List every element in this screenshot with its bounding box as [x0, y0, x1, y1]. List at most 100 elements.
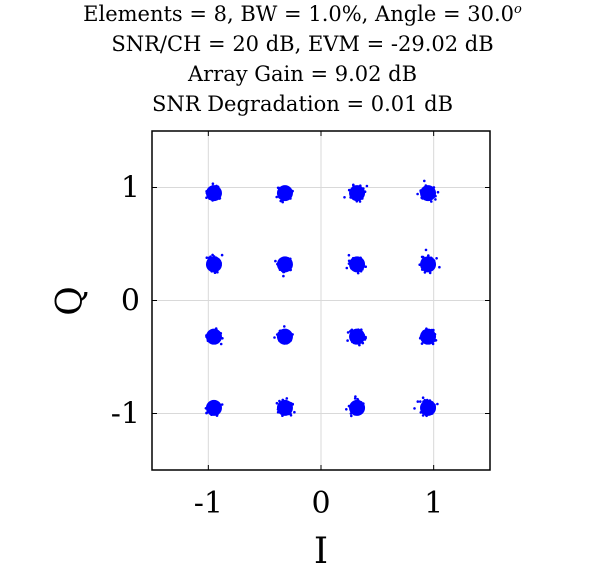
noise-sample-point — [427, 254, 430, 257]
noise-sample-point — [280, 257, 283, 261]
noise-sample-point — [209, 191, 213, 195]
noise-sample-point — [421, 414, 425, 417]
noise-sample-point — [216, 402, 220, 406]
noise-sample-point — [281, 405, 285, 409]
x-tick-label: -1 — [194, 486, 223, 521]
noise-sample-point — [427, 405, 431, 408]
noise-sample-point — [347, 253, 351, 257]
noise-sample-point — [352, 190, 356, 193]
noise-sample-point — [293, 410, 296, 414]
noise-sample-point — [287, 189, 291, 193]
noise-sample-point — [431, 264, 434, 268]
noise-sample-point — [352, 183, 355, 187]
chart-title-line-4: SNR Degradation = 0.01 dB — [151, 92, 454, 116]
noise-sample-point — [434, 198, 437, 201]
constellation-symbol — [346, 328, 367, 347]
noise-sample-point — [418, 336, 422, 340]
noise-sample-point — [285, 264, 288, 268]
noise-sample-point — [350, 264, 354, 267]
y-axis-label: Q — [50, 286, 91, 316]
noise-sample-point — [289, 331, 292, 335]
noise-sample-point — [207, 266, 211, 269]
degree-superscript: o — [514, 2, 522, 17]
noise-sample-point — [278, 268, 282, 272]
chart-title-line-2: SNR/CH = 20 dB, EVM = -29.02 dB — [111, 32, 494, 56]
noise-sample-point — [209, 335, 212, 339]
x-tick-label: 0 — [311, 486, 330, 521]
noise-sample-point — [361, 197, 364, 200]
noise-sample-point — [345, 266, 349, 270]
noise-sample-point — [433, 194, 436, 198]
noise-sample-point — [275, 333, 279, 336]
noise-sample-point — [360, 331, 364, 335]
noise-sample-point — [209, 412, 213, 415]
noise-sample-point — [349, 406, 353, 410]
noise-sample-point — [281, 331, 284, 334]
noise-sample-point — [347, 404, 351, 408]
noise-sample-point — [424, 262, 427, 265]
noise-sample-point — [213, 188, 216, 191]
noise-sample-point — [358, 200, 362, 203]
noise-sample-point — [359, 337, 363, 340]
noise-sample-point — [220, 253, 224, 257]
noise-sample-point — [347, 188, 351, 192]
noise-sample-point — [431, 342, 435, 346]
noise-sample-point — [423, 271, 427, 274]
constellation-symbol — [205, 327, 224, 346]
noise-sample-point — [212, 400, 216, 404]
noise-sample-point — [419, 400, 422, 403]
noise-sample-point — [425, 398, 429, 402]
noise-sample-point — [285, 397, 289, 400]
noise-sample-point — [425, 412, 429, 415]
noise-sample-point — [431, 191, 435, 194]
noise-sample-point — [214, 332, 218, 335]
noise-sample-point — [420, 196, 424, 199]
noise-sample-point — [423, 337, 427, 340]
noise-sample-point — [211, 405, 215, 409]
noise-sample-point — [290, 191, 294, 194]
noise-sample-point — [357, 399, 360, 402]
noise-sample-point — [278, 339, 281, 342]
noise-sample-point — [343, 196, 346, 199]
noise-sample-point — [430, 332, 434, 335]
noise-sample-point — [422, 330, 426, 333]
noise-sample-point — [430, 193, 433, 196]
noise-sample-point — [283, 260, 287, 263]
noise-sample-point — [424, 191, 427, 194]
noise-sample-point — [353, 397, 357, 400]
noise-sample-point — [426, 197, 429, 200]
noise-sample-point — [359, 259, 362, 262]
noise-sample-point — [282, 338, 285, 341]
noise-sample-point — [425, 327, 428, 331]
noise-sample-point — [213, 266, 216, 270]
noise-sample-point — [426, 410, 429, 413]
noise-sample-point — [286, 257, 290, 260]
noise-sample-point — [356, 340, 359, 343]
noise-sample-point — [347, 262, 351, 265]
noise-sample-point — [423, 259, 427, 262]
noise-sample-point — [219, 261, 222, 265]
noise-sample-point — [359, 265, 362, 269]
noise-sample-point — [424, 196, 427, 199]
noise-sample-point — [218, 197, 221, 200]
constellation-symbol — [418, 248, 441, 275]
noise-sample-point — [348, 330, 352, 333]
noise-sample-point — [284, 267, 288, 270]
noise-sample-point — [280, 269, 284, 273]
noise-sample-point — [352, 192, 356, 195]
noise-sample-point — [277, 403, 281, 407]
noise-sample-point — [282, 195, 286, 199]
noise-sample-point — [285, 341, 289, 345]
noise-sample-point — [206, 339, 210, 343]
noise-sample-point — [360, 328, 363, 332]
noise-sample-point — [204, 407, 208, 410]
noise-sample-point — [211, 199, 214, 202]
noise-sample-point — [286, 193, 290, 197]
noise-sample-point — [424, 184, 428, 187]
noise-sample-point — [213, 402, 216, 406]
noise-sample-point — [355, 187, 358, 190]
x-tick-label: 1 — [424, 486, 443, 521]
noise-sample-point — [435, 257, 438, 260]
noise-sample-point — [282, 274, 285, 278]
y-tick-label: 0 — [121, 284, 140, 319]
